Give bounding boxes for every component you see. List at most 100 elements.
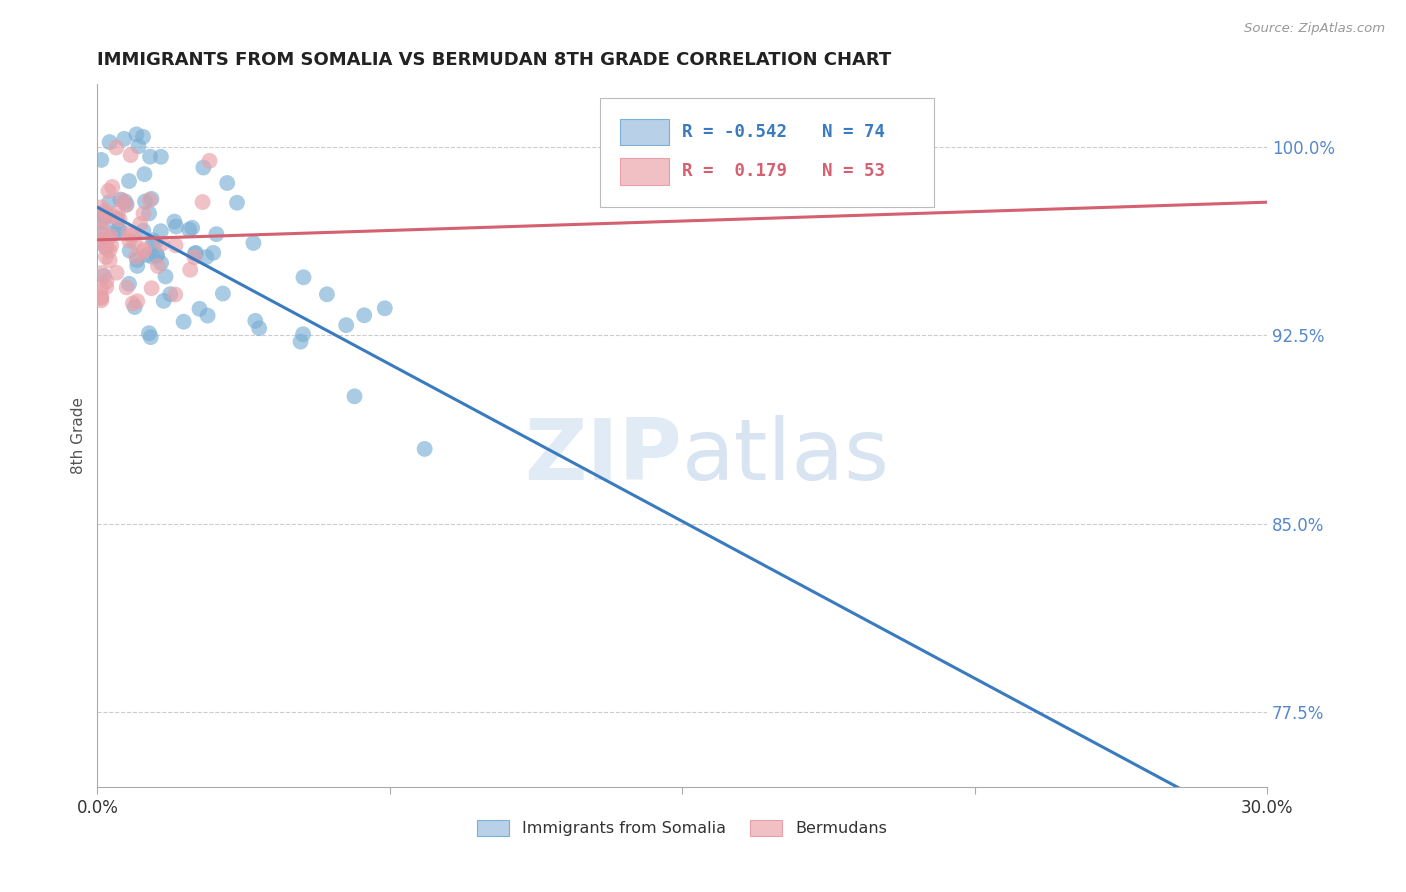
Point xyxy=(90,223,112,237)
Point xyxy=(149,150,172,164)
Point xyxy=(120,148,142,162)
Legend: Immigrants from Somalia, Bermudans: Immigrants from Somalia, Bermudans xyxy=(471,814,893,843)
Point xyxy=(292,270,315,285)
Point xyxy=(141,281,163,295)
Point xyxy=(212,286,235,301)
Point xyxy=(247,321,270,335)
Text: atlas: atlas xyxy=(682,416,890,499)
Point xyxy=(141,192,163,206)
Point xyxy=(103,225,125,239)
Point xyxy=(242,235,264,250)
Point xyxy=(122,227,145,242)
Point xyxy=(127,259,149,273)
Text: IMMIGRANTS FROM SOMALIA VS BERMUDAN 8TH GRADE CORRELATION CHART: IMMIGRANTS FROM SOMALIA VS BERMUDAN 8TH … xyxy=(97,51,891,69)
Point xyxy=(138,193,160,207)
Point xyxy=(90,233,112,247)
Point xyxy=(118,244,141,258)
Text: N = 53: N = 53 xyxy=(823,162,886,180)
Point xyxy=(245,314,267,328)
Point xyxy=(353,308,375,322)
Text: N = 74: N = 74 xyxy=(823,123,886,141)
Point xyxy=(101,209,124,223)
Point xyxy=(90,200,112,214)
Point xyxy=(90,293,112,308)
Point xyxy=(141,250,163,264)
Point xyxy=(138,326,160,341)
Text: ZIP: ZIP xyxy=(524,416,682,499)
Point xyxy=(108,212,131,227)
Point xyxy=(115,198,138,212)
Point xyxy=(125,252,148,267)
Point xyxy=(96,231,118,245)
Point xyxy=(146,248,169,262)
Point xyxy=(179,262,201,277)
Point xyxy=(132,129,155,144)
Point xyxy=(127,139,149,153)
Point xyxy=(205,227,228,241)
Point xyxy=(90,153,112,167)
Point xyxy=(159,287,181,301)
Point xyxy=(150,256,173,270)
Point xyxy=(91,215,114,229)
Point xyxy=(124,300,146,314)
Point xyxy=(165,287,187,301)
Point xyxy=(290,334,312,349)
Point xyxy=(184,246,207,260)
Point xyxy=(149,224,172,238)
Point xyxy=(91,214,114,228)
Point xyxy=(226,195,249,210)
Point xyxy=(94,239,117,253)
Point xyxy=(100,229,122,244)
Point xyxy=(129,217,152,231)
Point xyxy=(94,250,117,264)
Point xyxy=(96,274,118,288)
Point xyxy=(98,244,121,258)
Point xyxy=(118,234,141,248)
Point xyxy=(181,220,204,235)
Point xyxy=(198,153,221,168)
Point xyxy=(155,269,177,284)
Point xyxy=(335,318,357,333)
Point xyxy=(114,194,136,209)
Point xyxy=(134,242,156,256)
Point xyxy=(165,219,187,234)
Point xyxy=(343,389,366,403)
Point xyxy=(107,222,129,236)
Point xyxy=(127,294,149,309)
Point xyxy=(122,296,145,310)
Text: Source: ZipAtlas.com: Source: ZipAtlas.com xyxy=(1244,22,1385,36)
Point xyxy=(90,291,112,305)
Point xyxy=(195,250,218,264)
Point xyxy=(142,233,165,247)
Point xyxy=(98,253,121,268)
Point xyxy=(374,301,396,316)
Point xyxy=(135,248,157,262)
Point xyxy=(93,268,115,283)
Point xyxy=(125,250,148,264)
Point xyxy=(90,226,112,240)
Point xyxy=(193,161,215,175)
Point xyxy=(134,167,156,181)
Point xyxy=(191,195,214,210)
Point xyxy=(217,176,239,190)
Point xyxy=(101,180,124,194)
Y-axis label: 8th Grade: 8th Grade xyxy=(72,397,86,475)
Point xyxy=(90,235,112,250)
Text: R = -0.542: R = -0.542 xyxy=(682,123,787,141)
Point xyxy=(94,203,117,218)
Point xyxy=(202,245,225,260)
FancyBboxPatch shape xyxy=(620,119,669,145)
FancyBboxPatch shape xyxy=(620,158,669,185)
Point xyxy=(97,184,120,198)
Point xyxy=(105,140,128,154)
Point xyxy=(105,211,128,226)
Point xyxy=(94,240,117,254)
Point xyxy=(110,193,132,207)
Point xyxy=(93,210,115,224)
Point xyxy=(100,238,122,252)
Point xyxy=(90,290,112,304)
Point xyxy=(117,227,139,241)
Point xyxy=(115,280,138,294)
Point xyxy=(316,287,339,301)
Point xyxy=(111,193,134,207)
